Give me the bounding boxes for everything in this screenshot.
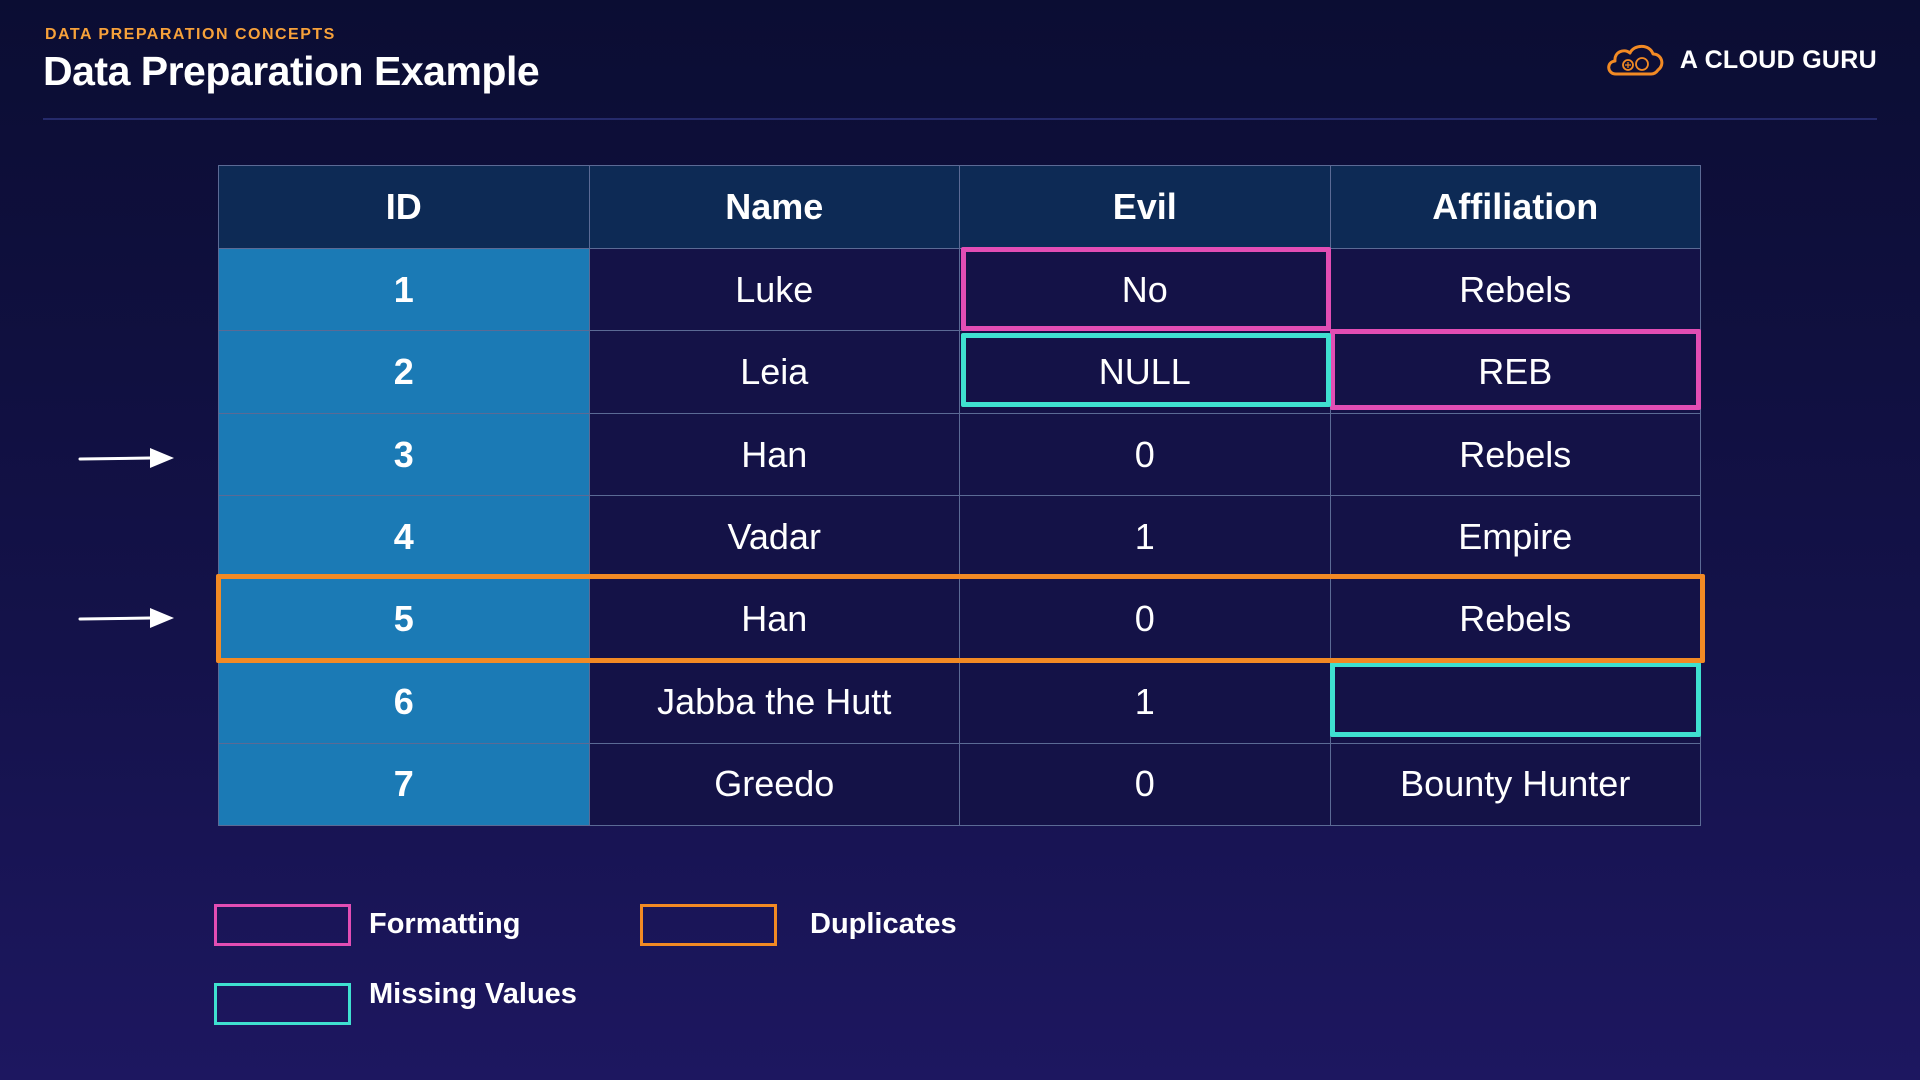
column-header-evil: Evil [959, 165, 1331, 249]
formatting-highlight-affiliation-reb [1330, 329, 1701, 410]
cell-evil: NULL [959, 330, 1331, 414]
table-row: 4 Vadar 1 Empire [218, 495, 1701, 579]
cell-id: 4 [218, 495, 590, 579]
cell-name: Jabba the Hutt [588, 660, 960, 744]
cell-name: Vadar [588, 495, 960, 579]
cell-affiliation: REB [1329, 330, 1701, 414]
table-row: 3 Han 0 Rebels [218, 412, 1701, 497]
cell-name: Han [588, 412, 960, 497]
legend-swatch-duplicates [640, 904, 777, 946]
page-title: Data Preparation Example [43, 48, 540, 94]
legend-swatch-formatting [214, 904, 351, 946]
legend-swatch-missing [214, 983, 351, 1025]
missing-highlight-affiliation-blank [1330, 662, 1701, 737]
formatting-highlight-evil-no [961, 247, 1331, 331]
cell-evil: 0 [959, 412, 1331, 497]
section-eyebrow: DATA PREPARATION CONCEPTS [45, 26, 336, 43]
table-row: 1 Luke No Rebels [218, 247, 1701, 332]
table-row: 2 Leia NULL REB [218, 330, 1701, 414]
cell-affiliation: Rebels [1329, 412, 1701, 497]
table-header-row: ID Name Evil Affiliation [218, 165, 1701, 249]
cell-id: 6 [218, 660, 590, 744]
column-header-name: Name [588, 165, 960, 249]
cell-affiliation [1329, 660, 1701, 744]
table-row: 6 Jabba the Hutt 1 [218, 660, 1701, 744]
duplicate-highlight-row [216, 574, 1705, 663]
arrow-right-icon [78, 608, 174, 628]
column-header-affiliation: Affiliation [1329, 165, 1701, 249]
arrow-right-icon [78, 448, 174, 468]
column-header-id: ID [218, 165, 590, 249]
data-table: ID Name Evil Affiliation 1 Luke No Rebel… [218, 165, 1701, 827]
missing-highlight-evil-null [961, 333, 1331, 407]
table-row: 5 Han 0 Rebels [218, 577, 1701, 662]
cell-name: Han [588, 577, 960, 662]
cell-evil: 0 [959, 577, 1331, 662]
cell-id: 2 [218, 330, 590, 414]
legend-label-duplicates: Duplicates [810, 908, 957, 940]
cell-evil: No [959, 247, 1331, 332]
table-row: 7 Greedo 0 Bounty Hunter [218, 742, 1701, 827]
brand-logo: A CLOUD GURU [1604, 40, 1877, 80]
cell-evil: 1 [959, 495, 1331, 579]
brand-name: A CLOUD GURU [1679, 45, 1877, 74]
header-divider [43, 118, 1877, 120]
legend-label-formatting: Formatting [369, 908, 521, 940]
cell-id: 3 [218, 412, 590, 497]
cell-id: 7 [218, 742, 590, 827]
cell-name: Greedo [588, 742, 960, 827]
cell-evil: 1 [959, 660, 1331, 744]
cell-id: 5 [218, 577, 590, 662]
cell-affiliation: Bounty Hunter [1329, 742, 1701, 827]
cell-affiliation: Empire [1329, 495, 1701, 579]
cloud-icon [1607, 44, 1664, 76]
cell-affiliation: Rebels [1329, 247, 1701, 332]
cell-name: Leia [588, 330, 960, 414]
legend-label-missing: Missing Values [369, 978, 577, 1010]
cell-name: Luke [588, 247, 960, 332]
cell-id: 1 [218, 247, 590, 332]
cell-evil: 0 [959, 742, 1331, 827]
cell-affiliation: Rebels [1329, 577, 1701, 662]
